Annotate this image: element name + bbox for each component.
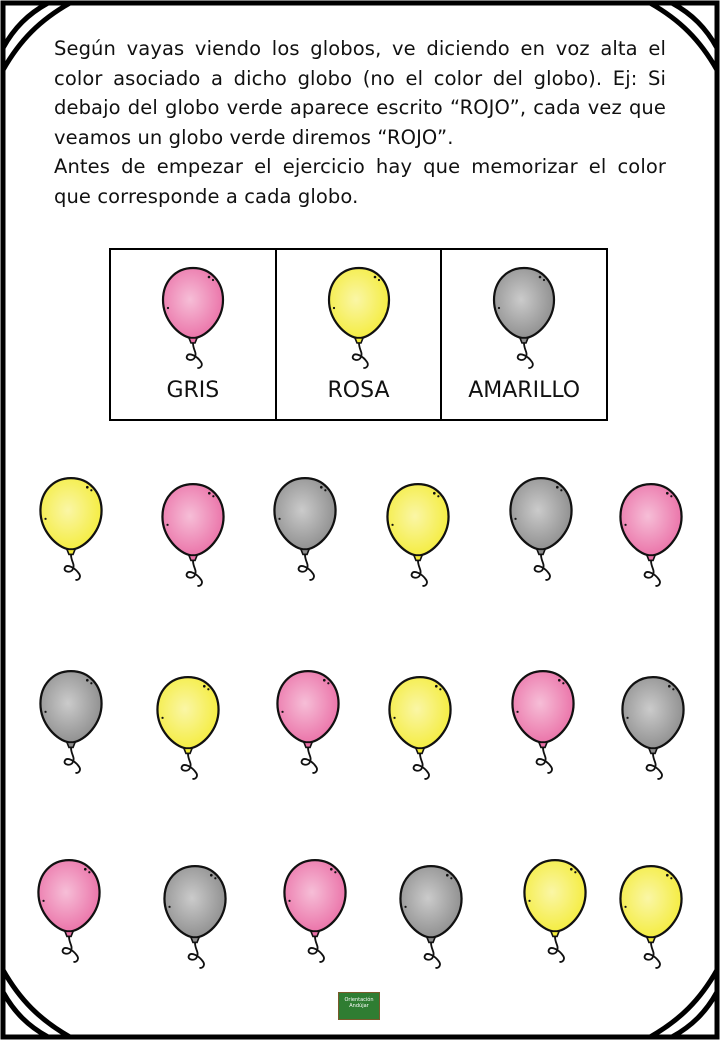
yellow-balloon-icon — [618, 862, 684, 972]
pink-balloon-icon — [510, 667, 576, 777]
yellow-balloon-icon — [38, 474, 104, 584]
gray-balloon-icon — [38, 667, 104, 777]
gray-balloon-icon — [398, 862, 464, 972]
yellow-balloon-icon — [385, 480, 451, 590]
gray-balloon-icon — [508, 474, 574, 584]
key-label-2: ROSA — [327, 378, 390, 403]
yellow-balloon-icon — [522, 856, 588, 966]
key-label-1: GRIS — [166, 378, 220, 403]
pink-balloon-icon — [160, 480, 226, 590]
pink-balloon-icon — [161, 266, 224, 369]
gray-balloon-icon — [620, 673, 686, 783]
pink-balloon-icon — [618, 480, 684, 590]
logo-line-2: Andújar — [349, 1003, 369, 1009]
instructions-paragraph-1: Según vayas viendo los globos, ve dicien… — [54, 37, 666, 149]
key-label-3: AMARILLO — [468, 378, 581, 403]
pink-balloon-icon — [275, 667, 341, 777]
logo-line-1: Orientación — [344, 997, 374, 1003]
gray-balloon-icon — [493, 266, 556, 369]
instructions-paragraph-2: Antes de empezar el ejercicio hay que me… — [54, 155, 666, 208]
yellow-balloon-icon — [327, 266, 390, 369]
key-cell-2: ROSA — [277, 250, 443, 419]
color-key-table: GRIS ROSA AMARILLO — [109, 248, 608, 421]
gray-balloon-icon — [162, 862, 228, 972]
yellow-balloon-icon — [155, 673, 221, 783]
instructions-text: Según vayas viendo los globos, ve dicien… — [54, 34, 666, 211]
yellow-balloon-icon — [387, 673, 453, 783]
key-cell-3: AMARILLO — [442, 250, 606, 419]
pink-balloon-icon — [282, 856, 348, 966]
pink-balloon-icon — [36, 856, 102, 966]
key-cell-1: GRIS — [111, 250, 277, 419]
gray-balloon-icon — [272, 474, 338, 584]
orientacion-andujar-logo: Orientación Andújar — [338, 992, 380, 1020]
